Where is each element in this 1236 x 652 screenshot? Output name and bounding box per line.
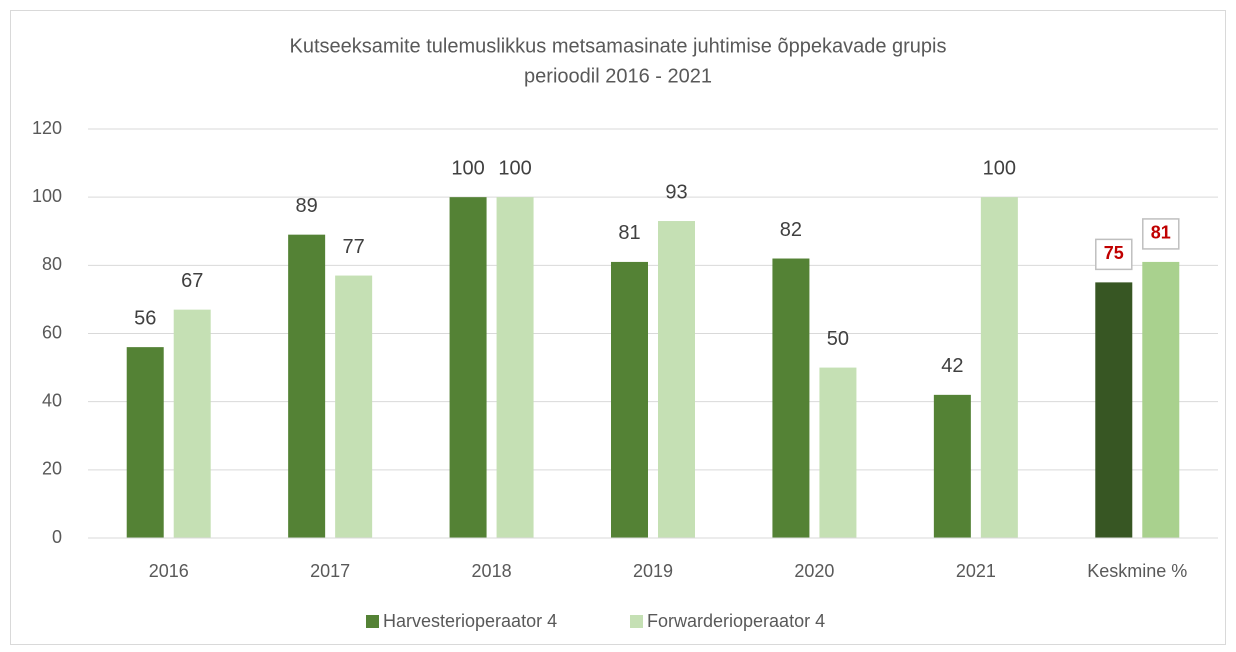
- legend-label: Harvesterioperaator 4: [383, 611, 557, 631]
- bar: [1095, 282, 1133, 538]
- legend-swatch: [366, 615, 379, 628]
- data-label: 81: [1151, 223, 1171, 243]
- bar: [288, 234, 326, 539]
- data-label-box: [1095, 238, 1133, 271]
- data-label: 93: [665, 181, 687, 203]
- y-tick-label: 100: [32, 186, 62, 206]
- x-tick-label: 2019: [633, 561, 673, 581]
- bar: [819, 367, 857, 538]
- data-label: 82: [780, 219, 802, 241]
- data-label: 81: [618, 222, 640, 244]
- x-tick-label: 2020: [794, 561, 834, 581]
- y-tick-label: 80: [42, 254, 62, 274]
- data-label: 77: [343, 236, 365, 258]
- bar: [933, 394, 971, 538]
- y-tick-label: 0: [52, 527, 62, 547]
- data-label: 56: [134, 307, 156, 329]
- data-label: 50: [827, 328, 849, 350]
- data-label-box: [1142, 218, 1180, 250]
- data-label: 100: [983, 157, 1016, 179]
- bar: [1142, 261, 1180, 538]
- bar: [335, 275, 373, 538]
- bar: [173, 309, 211, 538]
- bar: [496, 197, 534, 538]
- legend-label: Forwarderioperaator 4: [647, 611, 825, 631]
- data-label: 75: [1104, 243, 1124, 263]
- x-tick-label: Keskmine %: [1087, 561, 1187, 581]
- x-tick-label: 2021: [956, 561, 996, 581]
- y-tick-label: 40: [42, 390, 62, 410]
- x-tick-label: 2018: [472, 561, 512, 581]
- bar: [449, 197, 487, 538]
- data-label: 42: [941, 355, 963, 377]
- data-label: 100: [451, 157, 484, 179]
- data-label: 67: [181, 270, 203, 292]
- legend-swatch: [630, 615, 643, 628]
- bar: [772, 258, 810, 538]
- bar: [611, 261, 648, 538]
- x-tick-label: 2016: [149, 561, 189, 581]
- bar: [658, 221, 695, 538]
- y-tick-label: 60: [42, 322, 62, 342]
- bar: [126, 347, 164, 538]
- data-label: 100: [498, 157, 531, 179]
- data-label: 89: [296, 195, 318, 217]
- chart-title: perioodil 2016 - 2021: [524, 65, 712, 87]
- chart-title: Kutseeksamite tulemuslikkus metsamasinat…: [290, 35, 947, 57]
- y-tick-label: 120: [32, 118, 62, 138]
- bar: [980, 197, 1018, 538]
- y-tick-label: 20: [42, 459, 62, 479]
- x-tick-label: 2017: [310, 561, 350, 581]
